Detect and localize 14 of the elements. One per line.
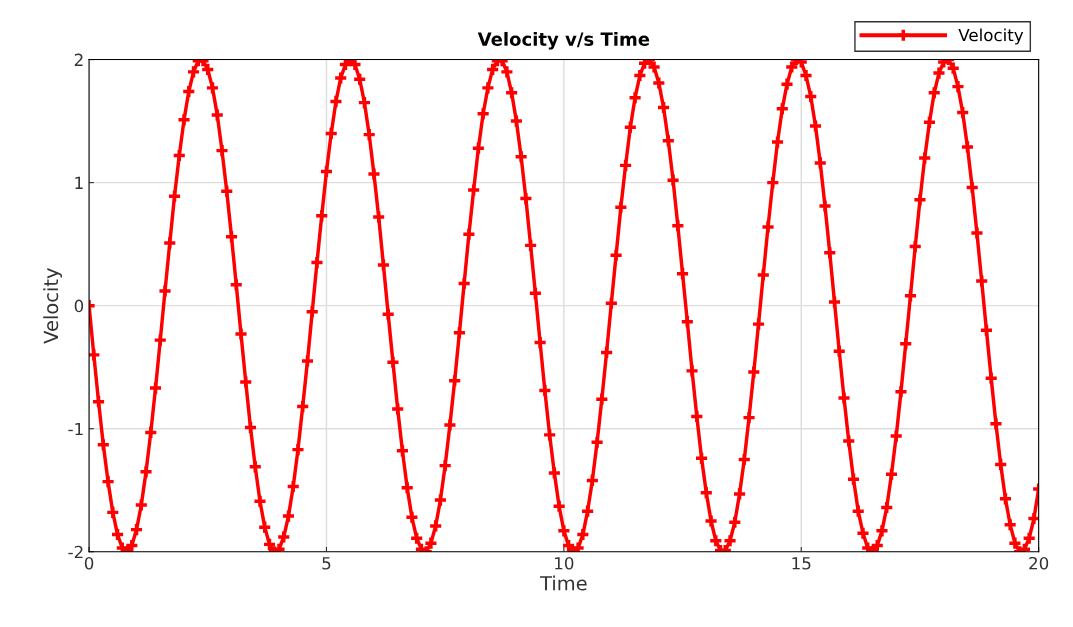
y-tick-label: 2 <box>74 53 83 66</box>
x-tick-label: 20 <box>1029 556 1049 570</box>
y-tick-label: -2 <box>68 545 83 559</box>
y-tick-label: 0 <box>74 299 84 313</box>
x-tick-label: 10 <box>555 556 574 570</box>
y-tick-label: 1 <box>75 176 83 189</box>
legend-label: Velocity <box>958 28 1024 45</box>
x-tick-label: 5 <box>322 557 331 570</box>
chart-title: Velocity v/s Time <box>477 31 650 50</box>
x-tick-label: 15 <box>792 557 811 570</box>
y-tick-label: -1 <box>68 422 83 436</box>
x-axis-title: Time <box>540 575 587 591</box>
y-axis-title: Velocity <box>43 268 63 344</box>
x-tick-label: 0 <box>84 556 94 570</box>
